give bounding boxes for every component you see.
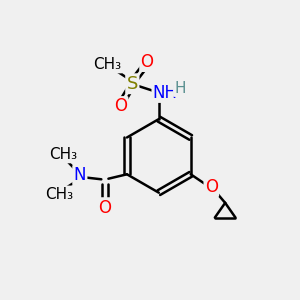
Text: O: O: [114, 98, 127, 116]
Text: O: O: [205, 178, 218, 196]
Text: CH₃: CH₃: [93, 57, 122, 72]
Text: N: N: [74, 166, 86, 184]
Text: NH: NH: [153, 84, 178, 102]
Text: O: O: [141, 53, 154, 71]
Text: O: O: [98, 199, 111, 217]
Text: H: H: [174, 81, 186, 96]
Text: CH₃: CH₃: [50, 147, 78, 162]
Text: CH₃: CH₃: [45, 187, 73, 202]
Text: S: S: [127, 75, 138, 93]
